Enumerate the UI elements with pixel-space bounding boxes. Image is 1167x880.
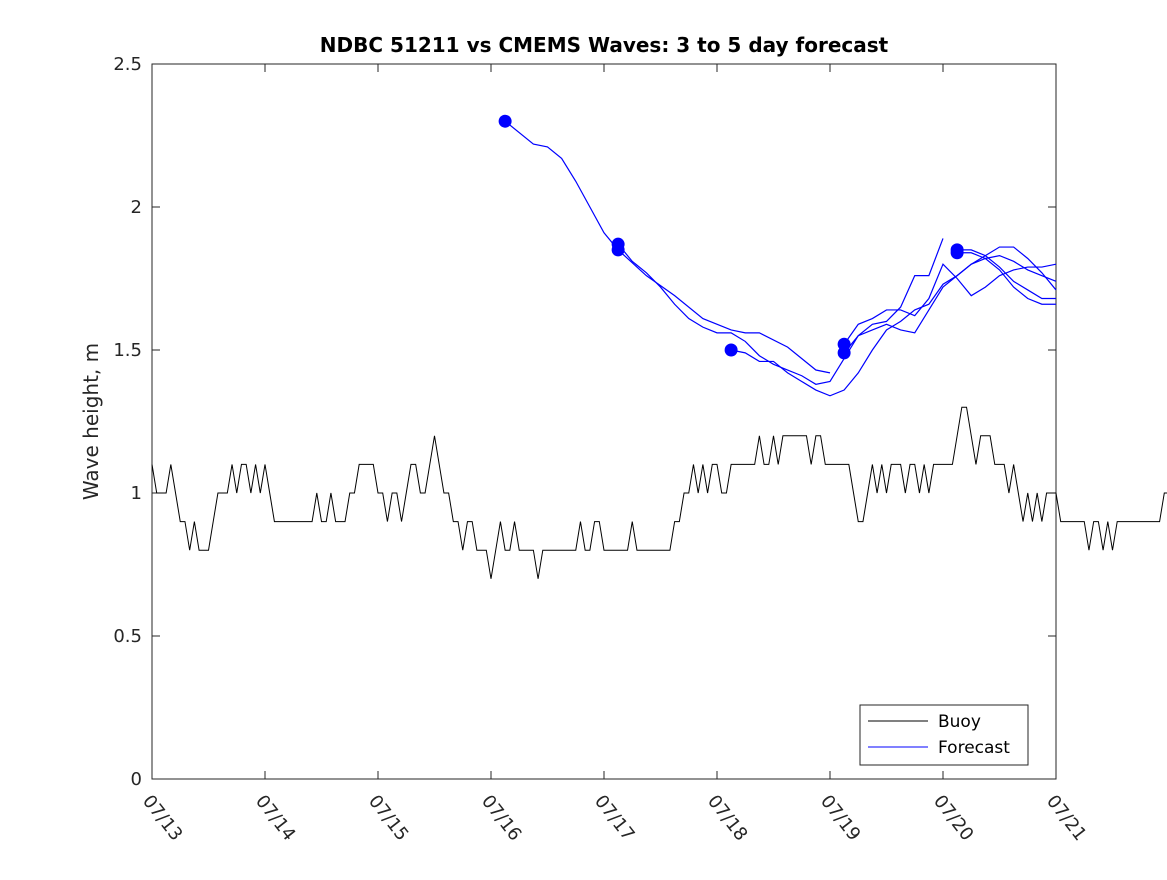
y-tick-label: 2 [131, 197, 142, 218]
y-tick-label: 2.5 [113, 54, 142, 75]
legend: Buoy Forecast [859, 704, 1029, 766]
legend-buoy-label: Buoy [938, 712, 981, 732]
legend-forecast-label: Forecast [938, 738, 1010, 758]
forecast-marker [837, 346, 851, 360]
data-series [151, 114, 1167, 579]
forecast-marker [724, 343, 738, 357]
plot-area [151, 63, 1057, 780]
chart-title: NDBC 51211 vs CMEMS Waves: 3 to 5 day fo… [320, 33, 889, 57]
forecast-marker [950, 246, 964, 260]
forecast-line-7 [957, 252, 1056, 305]
forecast-line-1 [504, 120, 831, 374]
y-axis-label: Wave height, m [79, 343, 103, 500]
legend-box [859, 704, 1029, 766]
y-tick-label: 0.5 [113, 626, 142, 647]
y-tick-label: 0 [131, 769, 142, 790]
forecast-line-4 [843, 263, 1057, 345]
forecast-line-5 [843, 254, 1057, 354]
y-tick-label: 1 [131, 483, 142, 504]
forecast-marker [611, 237, 625, 251]
forecast-line-3 [731, 246, 1057, 397]
y-tick-label: 1.5 [113, 340, 142, 361]
forecast-marker [498, 114, 512, 128]
buoy-line [151, 406, 1167, 579]
forecast-line-6 [957, 249, 1056, 300]
